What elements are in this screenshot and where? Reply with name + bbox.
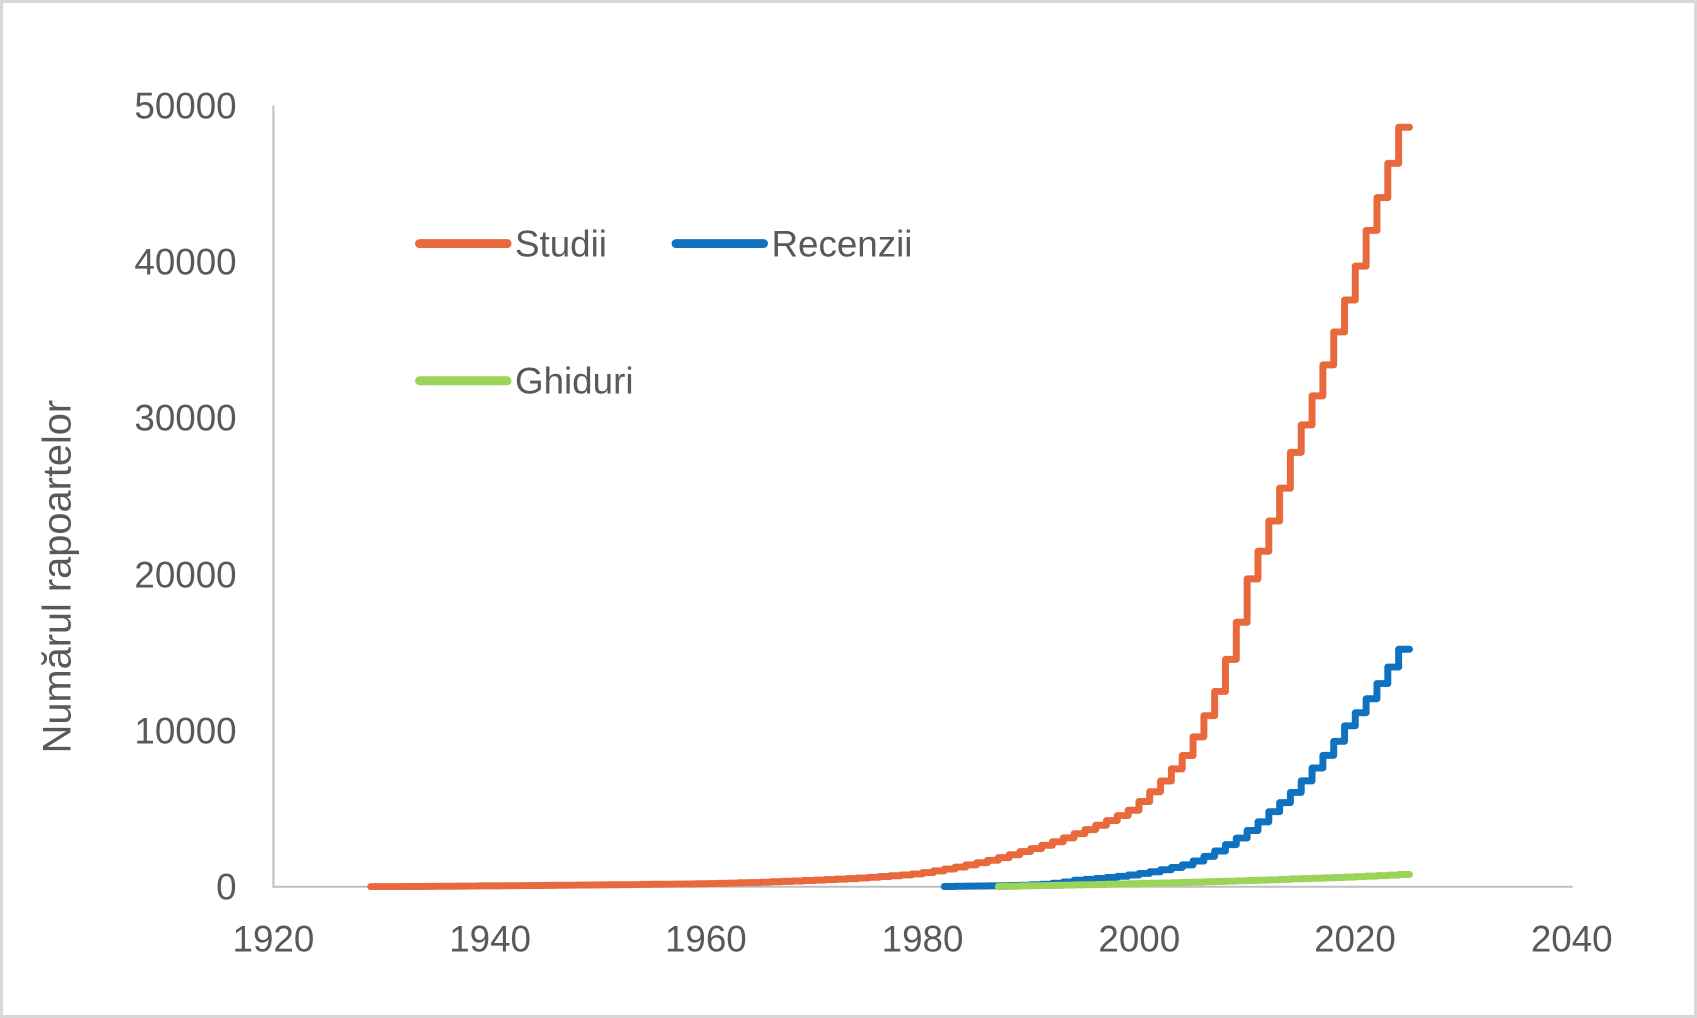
y-tick-30000: 30000 [134, 397, 236, 438]
y-axis-title: Numărul rapoartelor [36, 400, 80, 753]
y-tick-10000: 10000 [134, 711, 236, 752]
x-tick-2000: 2000 [1098, 918, 1180, 959]
x-tick-2040: 2040 [1531, 918, 1613, 959]
series-line-studii [367, 123, 1413, 891]
legend: Studii Recenzii Ghiduri [415, 223, 912, 402]
x-tick-2020: 2020 [1314, 918, 1396, 959]
y-tick-20000: 20000 [134, 555, 236, 596]
legend-label-ghiduri: Ghiduri [515, 361, 634, 402]
y-tick-0: 0 [216, 867, 236, 908]
chart-svg: 0 10000 20000 30000 40000 50000 1920 194… [36, 85, 1613, 959]
legend-label-recenzii: Recenzii [771, 223, 912, 264]
x-tick-1980: 1980 [882, 918, 964, 959]
series-line-ghiduri [994, 871, 1413, 891]
legend-label-studii: Studii [515, 223, 607, 264]
x-tick-1960: 1960 [665, 918, 747, 959]
y-tick-40000: 40000 [134, 241, 236, 282]
plot-series-group [367, 123, 1413, 891]
x-tick-1920: 1920 [233, 918, 315, 959]
y-tick-50000: 50000 [134, 85, 236, 126]
x-tick-1940: 1940 [449, 918, 531, 959]
